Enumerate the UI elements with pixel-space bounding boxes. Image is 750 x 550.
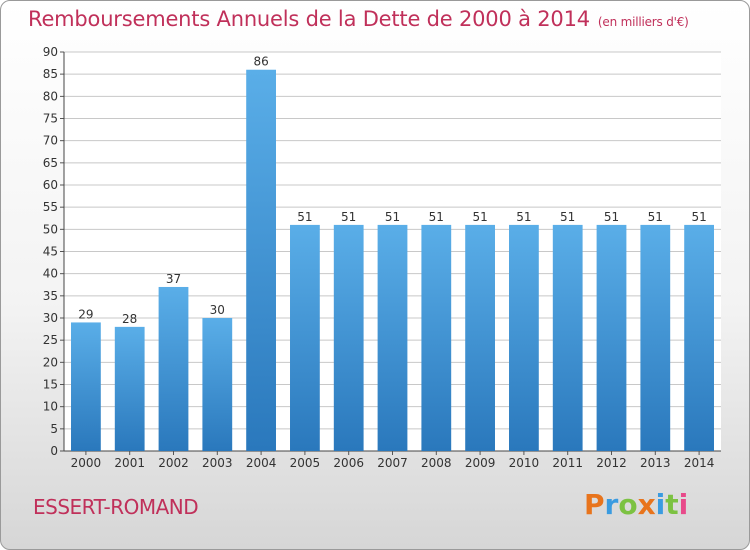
x-tick-label: 2000 (71, 456, 102, 470)
x-tick-label: 2001 (114, 456, 145, 470)
brand-letter: i (678, 488, 689, 521)
brand-letter: r (604, 488, 619, 521)
y-tick-label: 15 (43, 378, 58, 392)
data-label: 51 (341, 210, 356, 224)
data-label: 51 (297, 210, 312, 224)
data-label: 30 (210, 303, 225, 317)
data-label: 51 (648, 210, 663, 224)
brand-letter: x (637, 488, 656, 521)
x-tick-label: 2009 (465, 456, 496, 470)
y-tick-label: 85 (43, 67, 58, 81)
commune-name: ESSERT-ROMAND (33, 495, 199, 519)
y-tick-label: 10 (43, 400, 58, 414)
y-tick-label: 30 (43, 311, 58, 325)
bar (684, 224, 714, 451)
y-tick-label: 25 (43, 333, 58, 347)
brand-letter: o (618, 488, 638, 521)
data-label: 37 (166, 272, 181, 286)
data-label: 51 (604, 210, 619, 224)
y-tick-label: 75 (43, 112, 58, 126)
data-label: 29 (78, 307, 93, 321)
y-tick-label: 90 (43, 45, 58, 59)
y-tick-label: 50 (43, 222, 58, 236)
x-tick-label: 2005 (290, 456, 321, 470)
bar (333, 224, 364, 451)
y-tick-label: 5 (50, 422, 58, 436)
y-tick-label: 0 (50, 444, 58, 458)
x-tick-label: 2014 (684, 456, 715, 470)
bar (71, 322, 101, 451)
brand-letter: i (655, 488, 666, 521)
y-tick-label: 65 (43, 156, 58, 170)
bar (465, 224, 495, 451)
x-tick-label: 2008 (421, 456, 452, 470)
bar (246, 69, 276, 451)
data-label: 51 (560, 210, 575, 224)
bar (421, 224, 452, 451)
x-tick-label: 2007 (377, 456, 408, 470)
x-tick-label: 2012 (596, 456, 627, 470)
x-tick-label: 2013 (640, 456, 671, 470)
data-label: 51 (472, 210, 487, 224)
x-tick-label: 2006 (333, 456, 364, 470)
bar (202, 318, 233, 451)
x-tick-label: 2010 (509, 456, 540, 470)
bar (640, 224, 671, 451)
bar (377, 224, 408, 451)
data-label: 51 (385, 210, 400, 224)
bar (596, 224, 627, 451)
data-label: 28 (122, 312, 137, 326)
x-tick-label: 2003 (202, 456, 233, 470)
data-label: 51 (516, 210, 531, 224)
x-tick-label: 2011 (552, 456, 583, 470)
y-tick-label: 40 (43, 267, 58, 281)
brand-letter: t (665, 488, 679, 521)
y-tick-label: 70 (43, 134, 58, 148)
proxiti-logo: Proxiti (584, 488, 688, 521)
y-tick-label: 55 (43, 200, 58, 214)
y-tick-label: 45 (43, 245, 58, 259)
brand-letter: P (584, 488, 605, 521)
y-tick-label: 60 (43, 178, 58, 192)
x-tick-label: 2004 (246, 456, 277, 470)
y-tick-label: 80 (43, 89, 58, 103)
bar (509, 224, 539, 451)
bar (290, 224, 320, 451)
data-label: 51 (429, 210, 444, 224)
y-tick-label: 35 (43, 289, 58, 303)
data-label: 86 (253, 55, 268, 69)
chart-unit: (en milliers d'€) (597, 15, 689, 29)
y-tick-label: 20 (43, 355, 58, 369)
x-tick-label: 2002 (158, 456, 189, 470)
bar (158, 286, 189, 451)
chart-title: Remboursements Annuels de la Dette de 20… (28, 7, 689, 31)
bar (552, 224, 583, 451)
chart-title-text: Remboursements Annuels de la Dette de 20… (28, 7, 590, 31)
data-label: 51 (691, 210, 706, 224)
bar (114, 326, 145, 451)
